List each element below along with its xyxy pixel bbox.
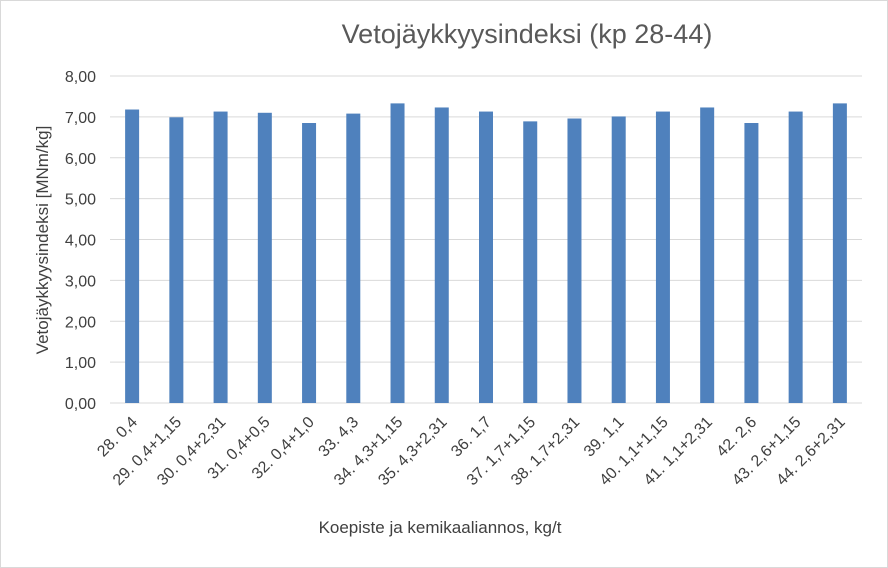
y-tick-label: 0,00 — [65, 396, 96, 413]
y-tick-label: 7,00 — [65, 110, 96, 127]
y-axis-ticks: 0,00 1,00 2,00 3,00 4,00 5,00 6,00 7,00 8,00 — [65, 69, 96, 413]
bar — [213, 111, 228, 403]
bar — [169, 117, 184, 403]
y-tick-label: 3,00 — [65, 273, 96, 290]
y-tick-label: 2,00 — [65, 314, 96, 331]
bar — [611, 116, 626, 403]
bar — [257, 112, 272, 403]
y-tick-label: 6,00 — [65, 151, 96, 168]
bars — [125, 103, 847, 403]
bar — [788, 111, 803, 403]
bar — [567, 118, 582, 403]
y-tick-label: 5,00 — [65, 192, 96, 209]
chart-title: Vetojäykkyysindeksi (kp 28-44) — [342, 19, 713, 49]
x-axis-label: Koepiste ja kemikaaliannos, kg/t — [319, 518, 562, 537]
bar — [832, 103, 847, 403]
y-axis-label: Vetojäykkyysindeksi [MNm/kg] — [33, 126, 52, 355]
bar — [302, 123, 317, 403]
bar — [744, 123, 759, 403]
y-tick-label: 8,00 — [65, 69, 96, 86]
bar — [700, 107, 715, 403]
bar — [125, 109, 140, 403]
bar — [390, 103, 405, 403]
bar — [479, 111, 493, 403]
y-tick-label: 4,00 — [65, 233, 96, 250]
bar — [523, 121, 538, 403]
bar — [434, 107, 449, 403]
bar — [655, 111, 670, 403]
y-tick-label: 1,00 — [65, 355, 96, 372]
bar — [346, 113, 361, 403]
